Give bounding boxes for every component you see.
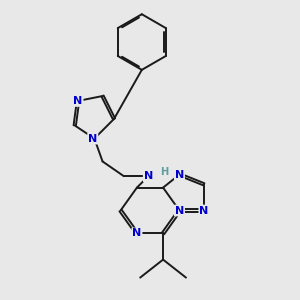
Text: N: N [144,171,153,181]
Text: N: N [175,206,184,215]
Text: N: N [175,169,184,179]
Text: N: N [88,134,98,143]
Text: N: N [132,228,142,239]
Text: N: N [74,96,82,106]
Text: H: H [160,167,168,177]
Text: N: N [200,206,208,215]
